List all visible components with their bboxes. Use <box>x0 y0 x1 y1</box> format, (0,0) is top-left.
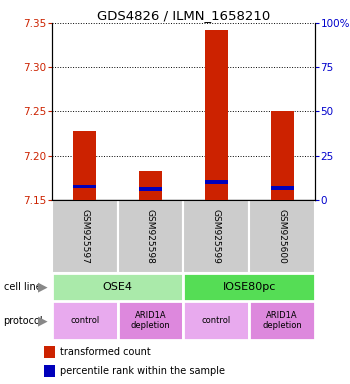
Bar <box>183 301 249 340</box>
Text: ARID1A
depletion: ARID1A depletion <box>262 311 302 330</box>
Bar <box>139 187 162 191</box>
Text: control: control <box>70 316 99 325</box>
Bar <box>249 200 315 273</box>
Text: percentile rank within the sample: percentile rank within the sample <box>61 366 225 376</box>
Text: control: control <box>202 316 231 325</box>
Bar <box>183 200 249 273</box>
Bar <box>271 111 294 200</box>
Bar <box>249 301 315 340</box>
Bar <box>52 200 118 273</box>
Text: protocol: protocol <box>4 316 43 326</box>
Text: GSM925600: GSM925600 <box>278 209 287 263</box>
Bar <box>52 273 183 301</box>
Text: IOSE80pc: IOSE80pc <box>223 282 276 292</box>
Bar <box>73 185 96 188</box>
Bar <box>139 170 162 200</box>
Bar <box>52 301 118 340</box>
Bar <box>118 301 183 340</box>
Text: transformed count: transformed count <box>61 347 151 357</box>
Bar <box>73 131 96 200</box>
Bar <box>205 180 228 184</box>
Text: GSM925599: GSM925599 <box>212 209 221 263</box>
Bar <box>44 346 55 358</box>
Bar <box>44 365 55 377</box>
Title: GDS4826 / ILMN_1658210: GDS4826 / ILMN_1658210 <box>97 9 270 22</box>
Bar <box>205 30 228 200</box>
Text: GSM925598: GSM925598 <box>146 209 155 263</box>
Bar <box>183 273 315 301</box>
Text: GSM925597: GSM925597 <box>80 209 89 263</box>
Bar <box>271 187 294 190</box>
Text: ARID1A
depletion: ARID1A depletion <box>131 311 170 330</box>
Bar <box>118 200 183 273</box>
Text: cell line: cell line <box>4 282 41 292</box>
Text: OSE4: OSE4 <box>103 282 133 292</box>
Text: ▶: ▶ <box>38 314 48 327</box>
Text: ▶: ▶ <box>38 281 48 293</box>
